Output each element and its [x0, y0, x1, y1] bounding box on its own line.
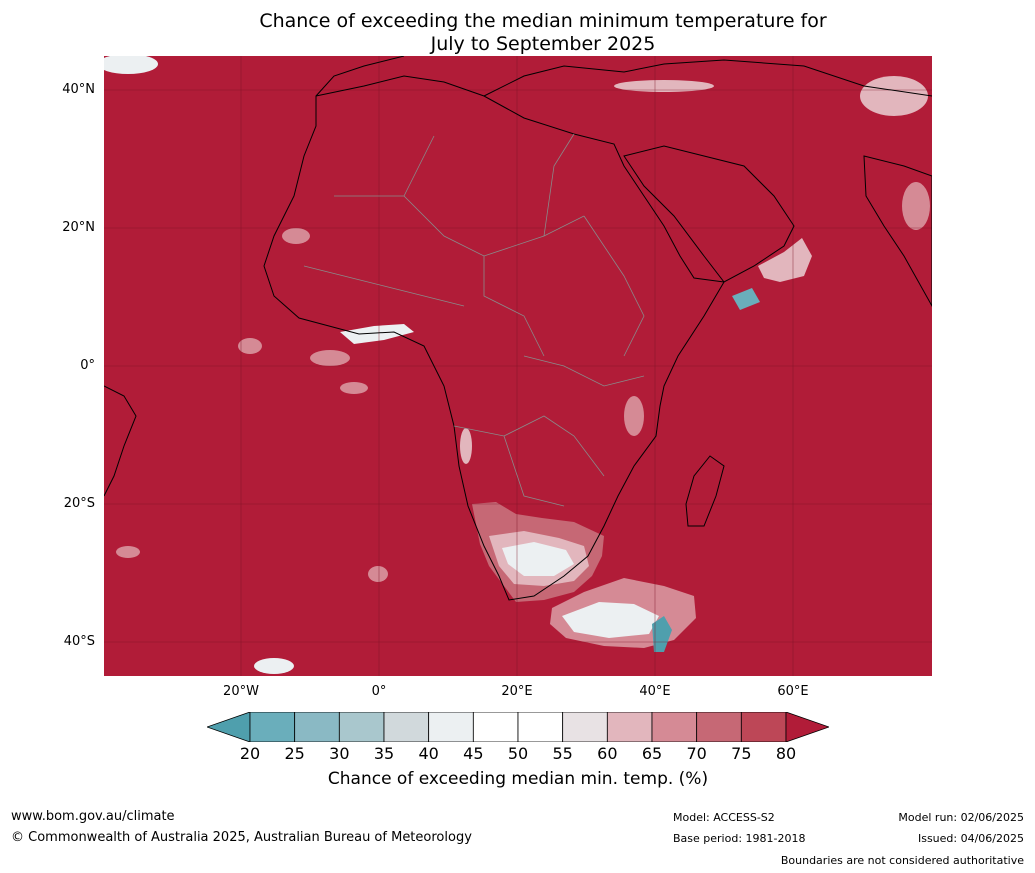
patch-india: [902, 182, 930, 230]
probability-patches: [104, 56, 930, 674]
lon-label-60e: 60°E: [777, 684, 809, 699]
lat-label-0: 0°: [80, 358, 95, 373]
patch-south-atlantic-2: [368, 566, 388, 582]
model-run-text: Model run: 02/06/2025: [898, 811, 1024, 824]
colorbar-tick-label: 25: [284, 744, 305, 763]
lon-label-40e: 40°E: [639, 684, 671, 699]
disclaimer-text: Boundaries are not considered authoritat…: [780, 854, 1024, 867]
patch-west-sahara: [282, 228, 310, 244]
patch-horn: [758, 238, 812, 282]
website-link[interactable]: www.bom.gov.au/climate: [11, 809, 175, 824]
lon-label-20w: 20°W: [223, 684, 259, 699]
colorbar-tick-label: 70: [686, 744, 707, 763]
colorbar-cell: [651, 712, 698, 742]
south-america-outline: [104, 385, 137, 497]
colorbar-cell: [472, 712, 519, 742]
patch-southern-africa-core: [502, 542, 574, 576]
patch-south-ocean-blue: [652, 616, 672, 652]
map-overlay: [104, 56, 932, 676]
copyright-text: © Commonwealth of Australia 2025, Austra…: [11, 830, 472, 845]
europe-outline: [315, 56, 932, 97]
lat-label-20s: 20°S: [63, 496, 95, 511]
colorbar-tick-label: 65: [641, 744, 663, 763]
title-line-2: July to September 2025: [430, 33, 656, 55]
india-outline: [863, 155, 932, 308]
patch-south-ocean-inner: [562, 602, 659, 638]
colorbar-cell: [383, 712, 430, 742]
colorbar-title: Chance of exceeding median min. temp. (%…: [327, 769, 709, 789]
colorbar-tick-label: 40: [418, 744, 439, 763]
country-borders: [303, 133, 645, 507]
title-line-1: Chance of exceeding the median minimum t…: [259, 10, 827, 32]
colorbar-cell: [606, 712, 653, 742]
patch-atlantic-3: [238, 338, 262, 354]
colorbar-tick-label: 50: [507, 744, 529, 763]
colorbar-cell: [294, 712, 340, 742]
graticule: [104, 56, 932, 676]
patch-north-atlantic: [104, 56, 158, 74]
colorbar-cell: [517, 712, 564, 742]
colorbar-tick-label: 80: [775, 744, 797, 763]
colorbar: [207, 712, 829, 742]
colorbar-tick-label: 20: [239, 744, 261, 763]
colorbar-tick-label: 60: [597, 744, 618, 763]
colorbar-extend-low: [207, 712, 251, 742]
forecast-map: [104, 56, 932, 676]
colorbar-cell: [338, 712, 385, 742]
colorbar-tick-label: 30: [329, 744, 350, 763]
colorbar-tick-label: 35: [373, 744, 395, 763]
model-text: Model: ACCESS-S2: [673, 811, 775, 824]
lon-label-20e: 20°E: [501, 684, 533, 699]
colorbar-tick-label: 55: [552, 744, 573, 763]
lat-label-20n: 20°N: [62, 220, 95, 235]
patch-guinea: [340, 324, 414, 344]
madagascar-outline: [685, 455, 725, 527]
colorbar-cell: [249, 712, 296, 742]
africa-outline: [263, 75, 725, 601]
patch-black-sea: [614, 80, 714, 92]
colorbar-cell: [428, 712, 474, 742]
issued-text: Issued: 04/06/2025: [917, 832, 1024, 845]
colorbar-cell: [740, 712, 787, 742]
base-period-text: Base period: 1981-2018: [673, 832, 806, 845]
patch-caspian: [860, 76, 928, 116]
patch-south-atlantic-3: [116, 546, 140, 558]
patch-angola: [460, 428, 472, 464]
lat-label-40n: 40°N: [62, 82, 95, 97]
lon-label-0: 0°: [371, 684, 387, 699]
patch-south-atlantic-1: [254, 658, 294, 674]
lat-label-40s: 40°S: [63, 634, 95, 649]
colorbar-tick-label: 45: [463, 744, 484, 763]
patch-atlantic-2: [340, 382, 368, 394]
patch-atlantic-1: [310, 350, 350, 366]
coastlines: [104, 56, 932, 601]
patch-horn-blue: [732, 288, 760, 310]
colorbar-cell: [696, 712, 742, 742]
colorbar-tick-label: 75: [731, 744, 752, 763]
arabia-outline: [623, 145, 795, 283]
chart-title: Chance of exceeding the median minimum t…: [104, 10, 982, 56]
colorbar-extend-high: [785, 712, 829, 742]
colorbar-cell: [562, 712, 608, 742]
patch-mozambique: [624, 396, 644, 436]
